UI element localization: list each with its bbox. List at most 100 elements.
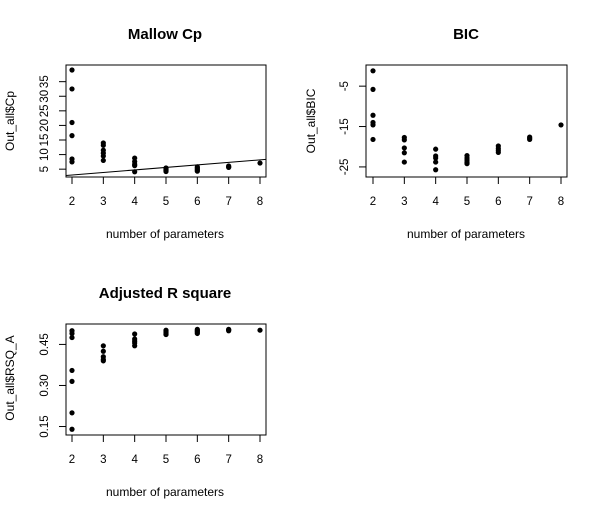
x-tick-label: 7 <box>526 196 532 208</box>
x-tick-label: 4 <box>131 454 138 466</box>
y-tick-label: 35 <box>39 75 51 88</box>
data-point <box>226 328 232 334</box>
data-point <box>69 330 75 337</box>
x-tick-label: 8 <box>257 454 263 466</box>
data-point <box>132 163 138 169</box>
data-point <box>401 159 407 165</box>
x-axis-ticks: 2 3 4 5 6 7 8 <box>69 435 263 466</box>
panel-title: Mallow Cp <box>128 26 202 43</box>
data-point <box>100 343 106 349</box>
data-point <box>370 122 376 128</box>
y-tick-label: 20 <box>39 119 51 132</box>
data-point <box>433 155 439 161</box>
y-tick-label: 5 <box>39 166 51 172</box>
data-point <box>433 146 439 152</box>
data-point <box>163 168 169 175</box>
data-point <box>69 378 75 384</box>
y-tick-label: 25 <box>39 104 51 117</box>
x-tick-label: 2 <box>370 196 376 208</box>
x-tick-label: 4 <box>131 196 138 208</box>
data-point <box>226 164 232 171</box>
y-axis-label: Out_all$RSQ_A <box>3 335 17 420</box>
data-point <box>401 145 407 151</box>
data-point <box>370 112 376 118</box>
data-point <box>257 160 263 166</box>
data-point <box>401 137 407 143</box>
data-point <box>100 157 106 164</box>
x-tick-label: 3 <box>401 196 407 208</box>
y-tick-label: 0.45 <box>39 333 51 355</box>
x-axis-label: number of parameters <box>106 227 224 241</box>
y-tick-label: -15 <box>339 118 351 135</box>
data-point <box>100 358 106 364</box>
x-tick-label: 5 <box>163 196 169 208</box>
plot-frame <box>65 64 267 178</box>
data-point <box>100 348 106 354</box>
x-tick-label: 7 <box>225 454 231 466</box>
data-points <box>69 67 263 175</box>
data-point <box>69 67 75 73</box>
data-point <box>370 136 376 143</box>
data-point <box>69 86 75 92</box>
data-point <box>69 426 75 432</box>
data-point <box>100 153 106 159</box>
x-axis-label: number of parameters <box>106 485 224 499</box>
y-tick-label: 0.15 <box>39 415 51 437</box>
y-tick-label: -25 <box>339 159 351 176</box>
y-tick-label: 30 <box>39 90 51 103</box>
x-tick-label: 6 <box>495 196 501 208</box>
x-tick-label: 3 <box>100 196 106 208</box>
y-axis-ticks: 0.15 0.30 0.45 <box>39 333 66 438</box>
data-point <box>69 159 75 165</box>
x-tick-label: 8 <box>558 196 564 208</box>
data-point <box>194 168 200 174</box>
data-point <box>194 330 200 337</box>
x-axis-label: number of parameters <box>407 227 525 241</box>
data-point <box>69 410 75 416</box>
x-tick-label: 8 <box>257 196 263 208</box>
y-axis-label: Out_all$Cp <box>3 91 17 151</box>
data-point <box>69 119 75 126</box>
data-point <box>132 169 138 175</box>
x-tick-label: 2 <box>69 454 75 466</box>
y-tick-label: -5 <box>339 81 351 91</box>
x-tick-label: 3 <box>100 454 106 466</box>
y-axis-label: Out_all$BIC <box>304 88 318 153</box>
data-point <box>558 122 564 128</box>
panel-adjusted-r-square: Adjusted R square number of parameters O… <box>3 285 267 499</box>
x-tick-label: 5 <box>464 196 470 208</box>
data-point <box>132 331 138 337</box>
panel-title: BIC <box>453 26 479 43</box>
data-point <box>257 327 263 333</box>
data-point <box>401 150 407 156</box>
data-points <box>370 68 564 173</box>
panel-title: Adjusted R square <box>99 285 232 302</box>
data-point <box>464 161 470 167</box>
data-points <box>69 326 263 432</box>
x-tick-label: 2 <box>69 196 75 208</box>
y-tick-label: 10 <box>39 148 51 161</box>
panel-mallow-cp: Mallow Cp number of parameters Out_all$C… <box>3 26 267 241</box>
y-tick-label: 0.30 <box>39 374 51 396</box>
data-point <box>69 334 75 341</box>
data-point <box>69 367 75 374</box>
y-tick-label: 15 <box>39 134 51 147</box>
x-axis-ticks: 2 3 4 5 6 7 8 <box>69 177 263 208</box>
data-point <box>69 133 75 139</box>
data-point <box>495 149 501 155</box>
data-point <box>433 159 439 165</box>
x-tick-label: 6 <box>194 196 200 208</box>
data-point <box>100 142 106 148</box>
x-tick-label: 5 <box>163 454 169 466</box>
data-point <box>527 136 533 143</box>
x-tick-label: 6 <box>194 454 200 466</box>
x-tick-label: 4 <box>432 196 439 208</box>
panel-bic: BIC number of parameters Out_all$BIC 2 3 4… <box>304 26 568 241</box>
data-point <box>132 343 138 349</box>
plot-frame <box>65 323 267 436</box>
x-tick-label: 7 <box>225 196 231 208</box>
data-point <box>163 331 169 338</box>
x-axis-ticks: 2 3 4 5 6 7 8 <box>370 177 564 208</box>
